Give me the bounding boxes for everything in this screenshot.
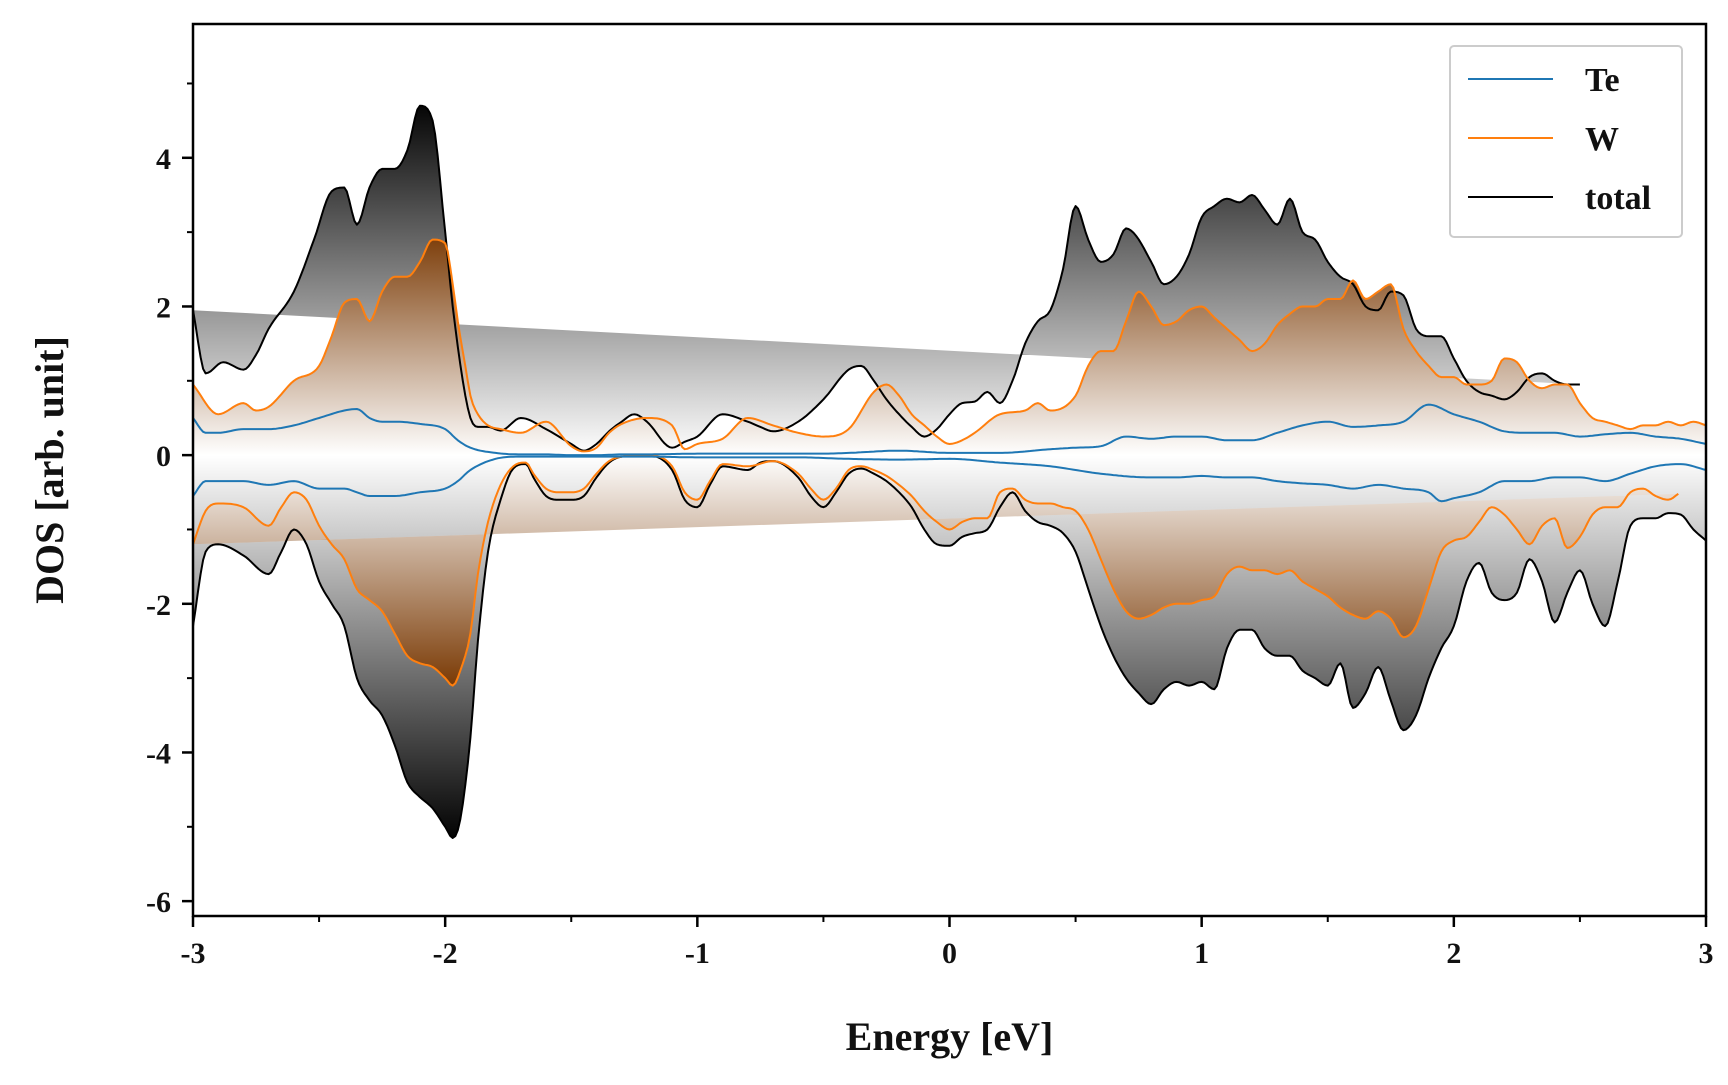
legend-box [1449,45,1683,238]
x-axis-title: Energy [eV] [846,1014,1054,1059]
y-tick-label: 0 [156,440,171,473]
y-tick-label: 4 [156,143,171,176]
y-tick-label: 2 [156,291,171,324]
fill-layer [193,105,1706,838]
axes-layer: -3 -2 -1 0 1 2 3 -6 -4 -2 0 2 4 [146,22,1714,970]
x-tick-label: -3 [181,937,206,970]
y-tick-label: -4 [146,737,171,770]
x-tick-label: 2 [1446,937,1461,970]
w-down-line [192,454,1679,687]
y-axis-title: DOS [arb. unit] [27,336,72,604]
w-down-fill [193,455,1679,686]
y-tick-label: -2 [146,589,171,622]
total-up-line [192,104,1580,452]
te-down-line [192,455,1707,503]
x-tick-label: -1 [685,937,710,970]
line-layer [192,104,1707,839]
x-tick-label: 1 [1194,937,1209,970]
w-up-fill [193,239,1706,456]
x-tick-label: 3 [1699,937,1714,970]
total-down-line [192,454,1707,839]
legend-label-te: Te [1585,62,1620,99]
y-tick-label: -6 [146,886,171,919]
legend-label-w: W [1585,121,1619,158]
x-tick-label: -2 [433,937,458,970]
te-up-line [192,403,1707,457]
x-tick-label: 0 [942,937,957,970]
w-up-line [192,238,1707,453]
legend-label-total: total [1585,180,1651,217]
